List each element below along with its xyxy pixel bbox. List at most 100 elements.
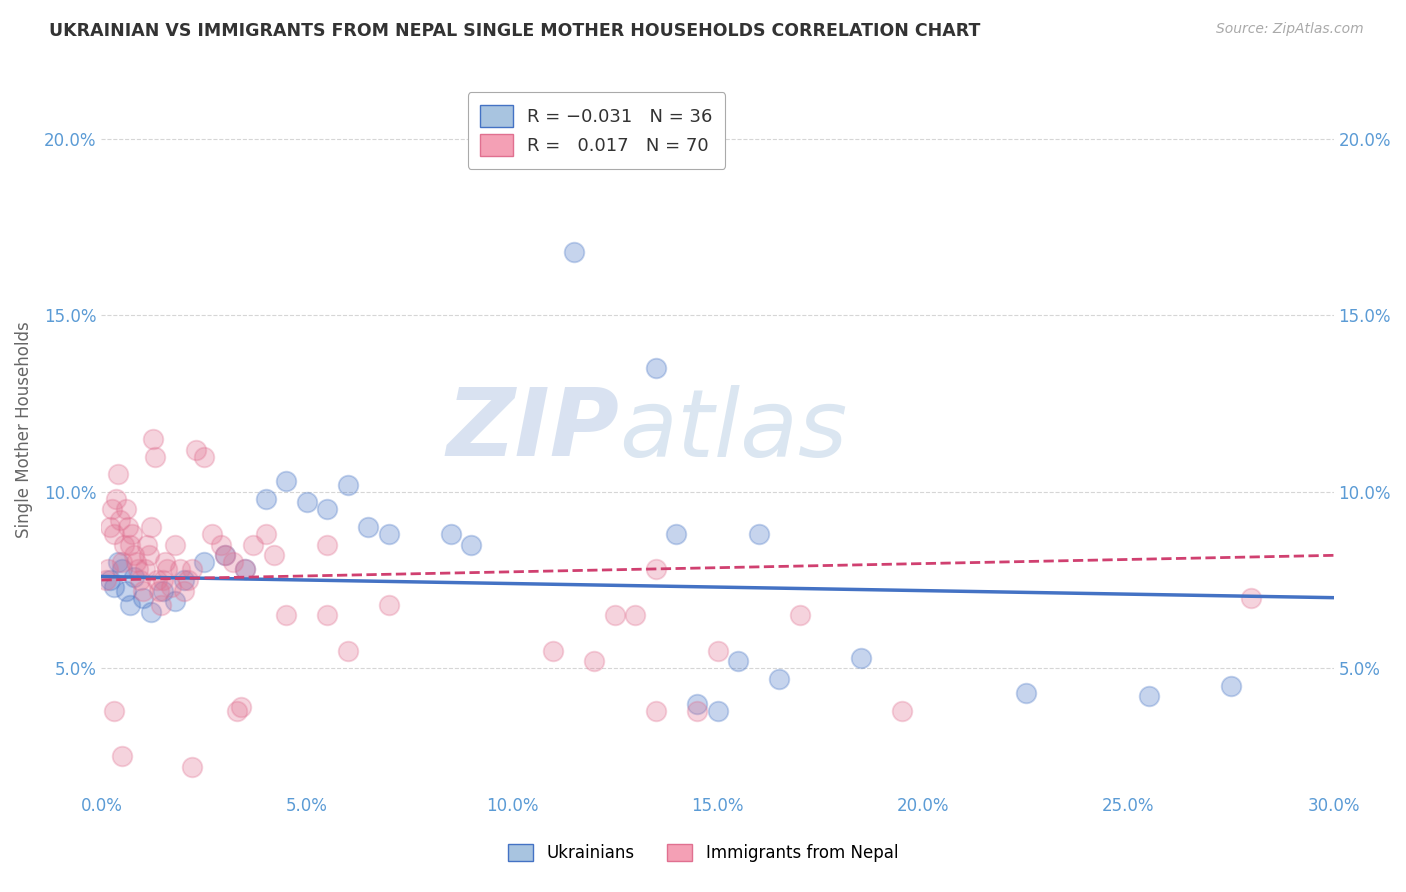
Point [139,605,162,619]
Point [111,562,134,576]
Point [316,538,339,552]
Point [169,562,191,576]
Point [124,569,146,583]
Point [242,538,264,552]
Point [143,450,166,464]
Point [254,491,277,506]
Point [543,643,565,657]
Point [727,654,749,668]
Point [104,491,127,506]
Point [107,555,129,569]
Point [229,700,252,714]
Point [138,549,160,563]
Y-axis label: Single Mother Households: Single Mother Households [15,322,32,539]
Point [127,562,149,576]
Text: atlas: atlas [619,384,848,475]
Point [645,361,668,376]
Point [378,598,401,612]
Point [150,598,173,612]
Point [177,573,200,587]
Point [103,580,125,594]
Legend: Ukrainians, Immigrants from Nepal: Ukrainians, Immigrants from Nepal [499,836,907,871]
Point [156,562,179,576]
Point [316,608,339,623]
Text: UKRAINIAN VS IMMIGRANTS FROM NEPAL SINGLE MOTHER HOUSEHOLDS CORRELATION CHART: UKRAINIAN VS IMMIGRANTS FROM NEPAL SINGL… [49,22,980,40]
Point [193,450,215,464]
Point [624,608,647,623]
Point [120,598,142,612]
Point [378,527,401,541]
Point [706,643,728,657]
Point [336,643,359,657]
Point [603,608,626,623]
Point [103,704,125,718]
Point [1137,690,1160,704]
Point [226,704,249,718]
Point [357,520,380,534]
Point [209,538,232,552]
Point [108,513,131,527]
Point [148,583,170,598]
Point [1220,679,1243,693]
Point [153,555,176,569]
Legend: R = −0.031   N = 36, R =   0.017   N = 70: R = −0.031 N = 36, R = 0.017 N = 70 [468,92,725,169]
Point [645,704,668,718]
Point [173,573,195,587]
Point [121,527,143,541]
Point [214,549,236,563]
Point [131,591,153,605]
Point [1240,591,1263,605]
Point [98,573,121,587]
Point [180,760,202,774]
Point [768,672,790,686]
Point [135,538,157,552]
Point [131,583,153,598]
Point [111,555,134,569]
Point [851,650,873,665]
Point [117,520,139,534]
Point [97,562,120,576]
Point [139,520,162,534]
Point [336,477,359,491]
Point [125,555,148,569]
Point [115,502,138,516]
Point [193,555,215,569]
Point [686,704,709,718]
Point [233,562,256,576]
Point [142,432,165,446]
Point [107,467,129,482]
Point [134,562,156,576]
Point [706,704,728,718]
Point [103,527,125,541]
Point [222,555,245,569]
Point [460,538,482,552]
Point [152,573,174,587]
Point [173,583,195,598]
Point [184,442,207,457]
Point [665,527,688,541]
Point [295,495,318,509]
Point [120,538,142,552]
Point [112,538,135,552]
Text: ZIP: ZIP [446,384,619,476]
Point [645,562,668,576]
Point [160,580,183,594]
Point [748,527,770,541]
Point [115,583,138,598]
Point [98,520,121,534]
Point [111,749,134,764]
Point [152,583,174,598]
Point [789,608,811,623]
Point [124,549,146,563]
Point [100,502,122,516]
Point [1014,686,1036,700]
Point [94,573,117,587]
Point [233,562,256,576]
Point [180,562,202,576]
Point [686,697,709,711]
Text: Source: ZipAtlas.com: Source: ZipAtlas.com [1216,22,1364,37]
Point [165,538,187,552]
Point [316,502,339,516]
Point [201,527,224,541]
Point [891,704,914,718]
